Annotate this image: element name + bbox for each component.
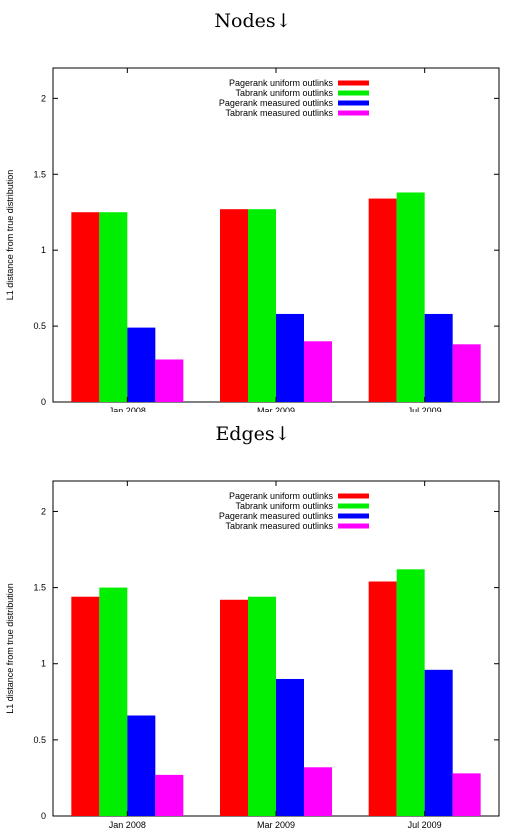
bar <box>368 581 397 816</box>
y-tick-label: 0 <box>41 397 46 407</box>
bar <box>424 669 453 816</box>
legend-swatch <box>338 513 369 519</box>
legend-swatch <box>338 90 369 96</box>
bar <box>71 596 100 816</box>
bar <box>396 192 425 402</box>
legend-swatch <box>338 110 369 116</box>
y-tick-label: 1 <box>41 659 46 669</box>
bar <box>424 313 453 402</box>
y-tick-label: 0.5 <box>33 735 46 745</box>
bar <box>155 359 184 402</box>
bar <box>304 767 332 816</box>
bar <box>248 596 276 816</box>
legend-label: Pagerank measured outlinks <box>219 511 334 521</box>
legend-swatch <box>338 100 369 106</box>
legend-label: Tabrank measured outlinks <box>225 521 333 531</box>
x-tick-label: Jan 2008 <box>109 406 146 412</box>
y-tick-label: 0 <box>41 811 46 821</box>
y-tick-label: 1.5 <box>33 583 46 593</box>
bar <box>220 599 248 816</box>
chart-nodes: 0 0.5 1 1.5 2 L1 distance from true distribut… <box>5 67 500 412</box>
bar <box>99 212 128 402</box>
y-axis-label: L1 distance from true distribution <box>5 583 15 714</box>
legend-swatch <box>338 80 369 86</box>
y-tick-label: 1 <box>41 245 46 255</box>
chart-title-nodes: Nodes↓ <box>214 10 292 32</box>
bar <box>248 209 276 402</box>
x-tick-label: Jul 2009 <box>408 820 442 830</box>
bar <box>220 209 248 402</box>
legend-label: Pagerank measured outlinks <box>219 98 334 108</box>
chart-title-edges: Edges↓ <box>215 423 291 445</box>
bar <box>276 678 304 816</box>
bar <box>127 327 156 402</box>
legend-label: Tabrank measured outlinks <box>225 108 333 118</box>
y-tick-label: 2 <box>41 506 46 516</box>
legend-swatch <box>338 523 369 529</box>
x-tick-label: Jul 2009 <box>408 406 442 412</box>
bar <box>71 212 100 402</box>
x-tick-label: Jan 2008 <box>109 820 146 830</box>
legend-swatch <box>338 503 369 509</box>
legend-label: Pagerank uniform outlinks <box>229 491 334 501</box>
y-axis-label: L1 distance from true distribution <box>5 170 15 301</box>
y-tick-label: 0.5 <box>33 321 46 331</box>
x-tick-label: Mar 2009 <box>257 820 295 830</box>
bar <box>276 313 304 402</box>
x-tick-label: Mar 2009 <box>257 406 295 412</box>
bar <box>304 341 332 402</box>
bar <box>452 773 481 816</box>
legend-label: Tabrank uniform outlinks <box>235 501 333 511</box>
y-tick-label: 1.5 <box>33 169 46 179</box>
bar <box>155 774 184 816</box>
y-tick-label: 2 <box>41 93 46 103</box>
legend-label: Tabrank uniform outlinks <box>235 88 333 98</box>
bar <box>99 587 128 816</box>
legend-swatch <box>338 493 369 499</box>
bar <box>368 198 397 402</box>
bar <box>127 715 156 816</box>
bar <box>452 344 481 402</box>
chart-edges: 0 0.5 1 1.5 2 L1 distance from true distribut… <box>5 480 500 830</box>
legend-label: Pagerank uniform outlinks <box>229 78 334 88</box>
bar <box>396 569 425 816</box>
